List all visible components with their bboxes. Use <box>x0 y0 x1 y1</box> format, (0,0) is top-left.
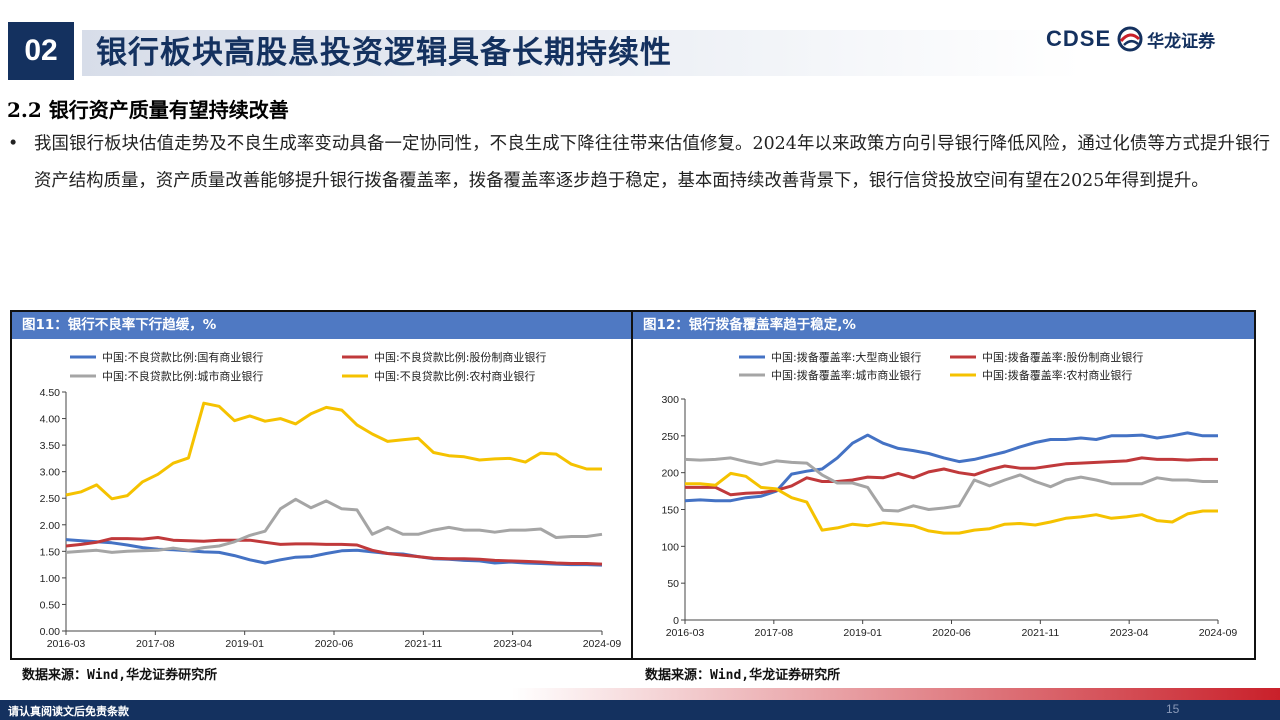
figure-12-source: 数据来源：Wind,华龙证券研究所 <box>645 668 841 683</box>
paragraph-text: 我国银行板块估值走势及不良生成率变动具备一定协同性，不良生成下降往往带来估值修复… <box>34 134 1270 191</box>
figures-divider <box>631 310 633 660</box>
y-tick-label: 0.50 <box>40 599 61 611</box>
y-tick-label: 2.50 <box>40 493 61 505</box>
section-number: 02 <box>8 22 74 80</box>
figure-11-title: 图11：银行不良率下行趋缓，% <box>12 312 631 339</box>
y-tick-label: 250 <box>661 431 679 443</box>
x-tick-label: 2017-08 <box>136 638 175 650</box>
y-tick-label: 1.50 <box>40 546 61 558</box>
figures-panel <box>10 310 1256 660</box>
y-tick-label: 0.00 <box>40 626 61 638</box>
legend-label: 中国:拨备覆盖率:城市商业银行 <box>771 368 921 382</box>
logo-text-cn: 华龙证券 <box>1147 31 1216 52</box>
series-line <box>685 456 1218 497</box>
x-tick-label: 2021-11 <box>404 638 442 650</box>
x-tick-label: 2016-03 <box>47 638 86 650</box>
header-stripe <box>82 30 1082 76</box>
x-tick-label: 2020-06 <box>315 638 354 650</box>
y-tick-label: 1.00 <box>40 573 61 585</box>
y-tick-label: 4.50 <box>40 387 61 399</box>
legend-label: 中国:不良贷款比例:农村商业银行 <box>374 369 535 383</box>
y-tick-label: 4.00 <box>40 414 61 426</box>
page-title: 银行板块高股息投资逻辑具备长期持续性 <box>96 35 672 71</box>
legend-label: 中国:不良贷款比例:股份制商业银行 <box>374 350 546 364</box>
figure-12-title: 图12：银行拨备覆盖率趋于稳定,% <box>633 312 1254 339</box>
x-tick-label: 2023-04 <box>493 638 532 650</box>
x-tick-label: 2020-06 <box>932 627 971 639</box>
y-tick-label: 3.00 <box>40 467 61 479</box>
series-line <box>685 471 1218 535</box>
x-tick-label: 2021-11 <box>1021 627 1059 639</box>
company-logo: CDSE 华龙证券 <box>1046 24 1215 54</box>
footer-bar <box>0 700 1280 720</box>
provision-coverage-chart: 中国:拨备覆盖率:大型商业银行 中国:拨备覆盖率:股份制商业银行中国:拨备覆盖率:… <box>661 350 1238 639</box>
series-line <box>65 401 602 501</box>
series-line <box>684 456 1218 513</box>
subsection-title: 2.2 银行资产质量有望持续改善 <box>7 98 289 122</box>
x-tick-label: 2024-09 <box>1199 627 1238 639</box>
y-tick-label: 0 <box>673 615 679 627</box>
y-tick-label: 150 <box>661 505 679 517</box>
footer-accent <box>0 688 1280 700</box>
x-tick-label: 2024-09 <box>583 638 622 650</box>
legend-label: 中国:拨备覆盖率:农村商业银行 <box>982 368 1132 382</box>
x-tick-label: 2019-01 <box>225 638 264 650</box>
y-tick-label: 300 <box>661 394 679 406</box>
y-tick-label: 50 <box>667 578 679 590</box>
x-tick-label: 2017-08 <box>755 627 794 639</box>
series-line <box>65 497 603 554</box>
y-tick-label: 3.50 <box>40 440 61 452</box>
npl-ratio-chart: 中国:不良贷款比例:国有商业银行 中国:不良贷款比例:股份制商业银行中国:不良贷款… <box>40 350 622 650</box>
figure-11-source: 数据来源：Wind,华龙证券研究所 <box>22 668 218 683</box>
y-tick-label: 100 <box>661 541 679 553</box>
bullet-icon: • <box>8 134 19 154</box>
page-number: 15 <box>1166 702 1180 716</box>
legend-label: 中国:不良贷款比例:国有商业银行 <box>102 350 263 364</box>
x-tick-label: 2016-03 <box>666 627 705 639</box>
y-tick-label: 2.00 <box>40 520 61 532</box>
x-tick-label: 2023-04 <box>1110 627 1149 639</box>
logo-text-en: CDSE <box>1046 26 1112 51</box>
footer-disclaimer: 请认真阅读文后免责条款 <box>8 705 129 718</box>
body-paragraph: • 我国银行板块估值走势及不良生成率变动具备一定协同性，不良生成下降往往带来估值… <box>8 126 1270 200</box>
legend-label: 中国:不良贷款比例:城市商业银行 <box>102 369 263 383</box>
legend-label: 中国:拨备覆盖率:股份制商业银行 <box>982 350 1143 364</box>
series-line <box>65 536 603 566</box>
y-tick-label: 200 <box>661 468 679 480</box>
x-tick-label: 2019-01 <box>843 627 882 639</box>
legend-label: 中国:拨备覆盖率:大型商业银行 <box>771 350 921 364</box>
logo-swirl-icon <box>1117 26 1143 52</box>
